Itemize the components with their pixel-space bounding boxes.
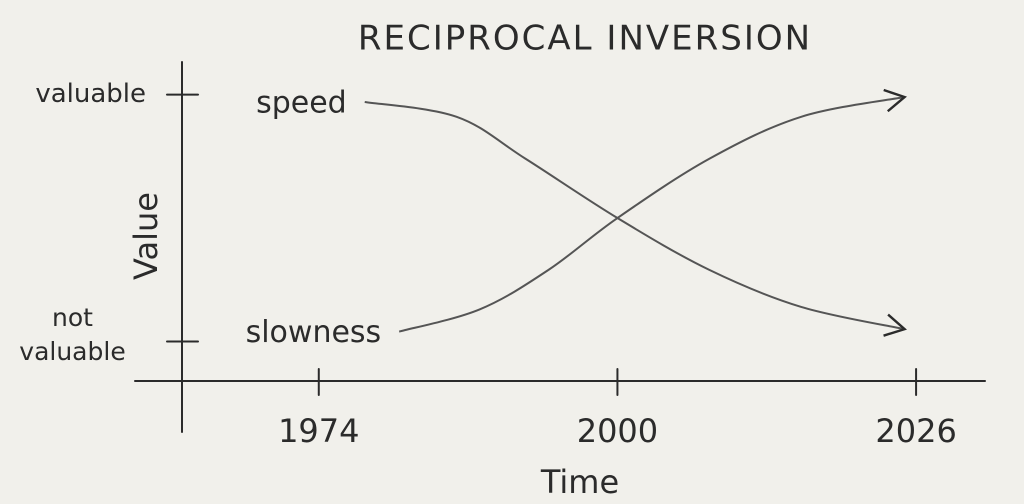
y-axis-label: Value [127,192,165,280]
y-tick-label: not valuable [19,303,126,367]
x-tick-label: 2026 [875,412,956,450]
series-line [398,97,904,333]
x-axis-label: Time [540,463,619,501]
series-line [364,100,905,329]
series-label: speed [256,85,347,120]
chart-title: RECIPROCAL INVERSION [358,19,812,59]
x-tick-label: 2000 [577,412,658,450]
y-tick-label: valuable [35,79,146,109]
series-label: slowness [246,315,382,350]
x-tick-label: 1974 [278,412,359,450]
